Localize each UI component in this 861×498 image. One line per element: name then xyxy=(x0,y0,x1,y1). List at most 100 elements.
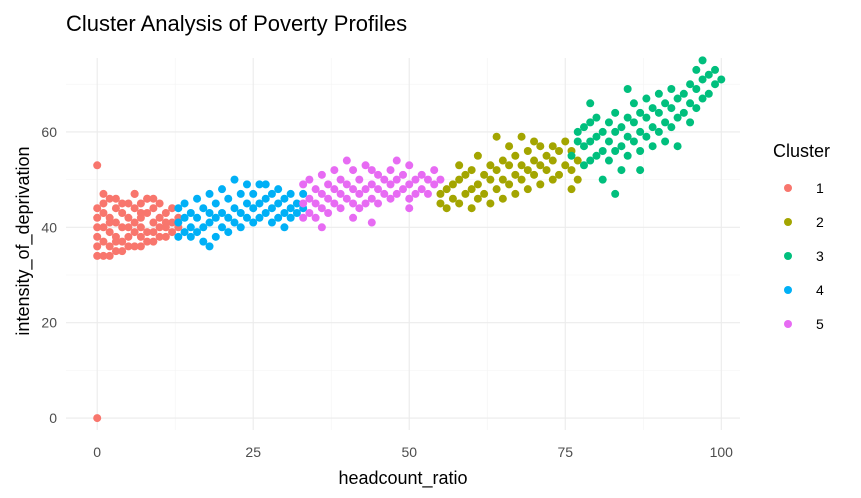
data-point xyxy=(349,185,358,194)
data-point xyxy=(430,166,439,175)
data-point xyxy=(93,232,102,241)
data-point xyxy=(511,170,520,179)
data-point xyxy=(93,414,102,423)
data-point xyxy=(480,189,489,198)
data-point xyxy=(361,185,370,194)
data-point xyxy=(149,228,158,237)
y-tick-label: 20 xyxy=(41,315,57,331)
data-point xyxy=(617,142,626,151)
data-point xyxy=(698,56,707,65)
data-point xyxy=(299,213,308,222)
data-point xyxy=(586,118,595,127)
data-point xyxy=(155,223,164,232)
data-point xyxy=(386,180,395,189)
data-point xyxy=(280,194,289,203)
data-point xyxy=(523,185,532,194)
data-point xyxy=(417,185,426,194)
legend-label-3: 3 xyxy=(816,248,824,264)
y-tick-label: 40 xyxy=(41,219,57,235)
data-point xyxy=(711,80,720,89)
data-point xyxy=(143,209,152,217)
data-point xyxy=(611,127,620,136)
data-point xyxy=(592,113,601,122)
data-point xyxy=(386,194,395,203)
data-point xyxy=(604,118,613,127)
data-point xyxy=(136,199,145,208)
data-point xyxy=(305,209,314,217)
data-point xyxy=(361,161,370,170)
data-point xyxy=(186,209,195,217)
data-point xyxy=(423,175,432,184)
cluster-3-points xyxy=(567,56,726,198)
data-point xyxy=(105,242,114,251)
data-point xyxy=(286,204,295,213)
chart-title: Cluster Analysis of Poverty Profiles xyxy=(66,11,407,36)
data-point xyxy=(692,85,701,93)
data-point xyxy=(692,104,701,113)
data-point xyxy=(442,185,451,194)
x-tick-label: 0 xyxy=(93,444,101,460)
data-point xyxy=(579,123,588,132)
data-point xyxy=(517,132,526,141)
data-point xyxy=(211,213,220,222)
data-point xyxy=(111,204,120,213)
data-point xyxy=(224,228,233,237)
data-point xyxy=(124,242,133,251)
data-point xyxy=(598,127,607,136)
data-point xyxy=(99,237,108,246)
data-point xyxy=(286,213,295,222)
x-tick-label: 100 xyxy=(710,444,734,460)
data-point xyxy=(342,194,351,203)
data-point xyxy=(598,147,607,155)
data-point xyxy=(492,166,501,175)
legend-label-5: 5 xyxy=(816,316,824,332)
data-point xyxy=(530,137,539,146)
data-point xyxy=(536,142,545,151)
data-point xyxy=(242,180,251,189)
data-point xyxy=(255,213,264,222)
data-point xyxy=(498,175,507,184)
legend-key-4 xyxy=(784,286,792,294)
data-point xyxy=(436,199,445,208)
data-point xyxy=(105,218,114,227)
data-point xyxy=(261,180,270,189)
data-point xyxy=(130,218,139,227)
data-point xyxy=(679,108,688,117)
data-point xyxy=(473,194,482,203)
data-point xyxy=(448,194,457,203)
data-point xyxy=(93,223,102,232)
data-point xyxy=(149,204,158,213)
data-point xyxy=(648,104,657,113)
data-point xyxy=(118,209,127,217)
data-point xyxy=(168,228,177,237)
data-point xyxy=(505,161,514,170)
data-point xyxy=(523,166,532,175)
data-point xyxy=(686,99,695,108)
data-point xyxy=(611,147,620,155)
cluster-1-points xyxy=(93,161,183,423)
data-point xyxy=(473,151,482,160)
data-point xyxy=(299,189,308,198)
data-point xyxy=(548,142,557,151)
data-point xyxy=(149,237,158,246)
data-point xyxy=(548,175,557,184)
data-point xyxy=(111,194,120,203)
data-point xyxy=(611,108,620,117)
data-point xyxy=(667,85,676,93)
data-point xyxy=(367,180,376,189)
data-point xyxy=(692,65,701,74)
data-point xyxy=(155,232,164,241)
data-point xyxy=(517,161,526,170)
data-point xyxy=(667,104,676,113)
data-point xyxy=(386,166,395,175)
data-point xyxy=(467,204,476,213)
data-point xyxy=(93,213,102,222)
data-point xyxy=(711,65,720,74)
data-point xyxy=(423,189,432,198)
data-point xyxy=(461,170,470,179)
data-point xyxy=(118,237,127,246)
data-point xyxy=(249,189,258,198)
data-point xyxy=(704,89,713,98)
data-point xyxy=(355,175,364,184)
data-point xyxy=(342,156,351,165)
